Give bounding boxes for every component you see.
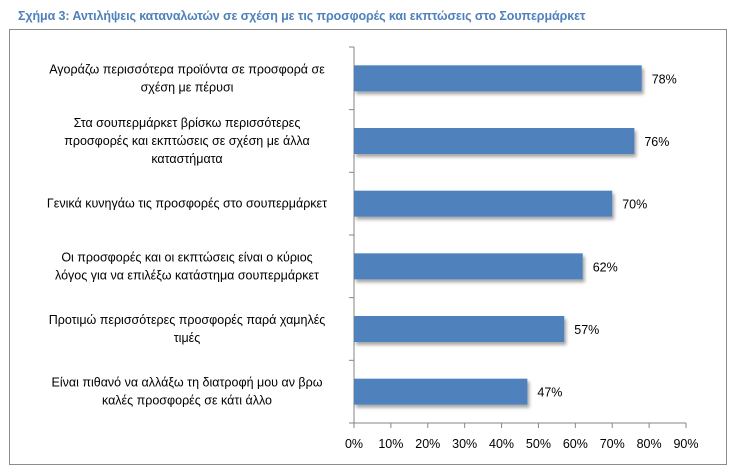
data-label: 70% [622,198,647,212]
chart-frame [9,29,727,465]
category-label: Γενικά κυνηγάω τις προσφορές στο σουπερμ… [47,197,327,211]
x-tick-label: 10% [378,437,403,451]
x-tick-label: 0% [345,437,363,451]
bar [354,190,613,217]
category-label: Οι προσφορές και οι εκπτώσεις είναι ο κύ… [61,250,312,264]
data-label: 76% [644,135,669,149]
x-tick-label: 80% [637,437,662,451]
category-label: καταστήματα [151,152,222,166]
bar [354,65,642,92]
category-label: Στα σουπερμάρκετ βρίσκω περισσότερες [74,116,301,130]
bar [354,128,635,154]
x-tick-label: 60% [563,437,588,451]
x-tick-label: 40% [489,437,514,451]
chart-title: Σχήμα 3: Αντιλήψεις καταναλωτών σε σχέση… [18,9,586,23]
x-tick-label: 20% [415,437,440,451]
data-label: 57% [574,323,599,337]
category-label: Αγοράζω περισσότερα προϊόντα σε προσφορά… [49,62,325,76]
x-tick-label: 70% [600,437,625,451]
data-label: 47% [537,386,562,400]
category-label: λόγος για να επιλέξω κατάστημα σουπερμάρ… [55,268,319,282]
data-label: 62% [593,260,618,274]
x-tick-label: 30% [452,437,477,451]
category-label: προσφορές και εκπτώσεις σε σχέση με άλλα [64,134,310,148]
category-label: τιμές [174,331,201,345]
x-tick-label: 50% [526,437,551,451]
category-label: Είναι πιθανό να αλλάξω τη διατροφή μου α… [52,376,323,390]
data-label: 78% [652,72,677,86]
bar [354,378,528,405]
category-label: σχέση με πέρυσι [141,80,234,94]
bar [354,316,565,342]
bar [354,253,583,280]
category-label: καλές προσφορές σε κάτι άλλο [102,394,272,408]
x-tick-label: 90% [673,437,698,451]
category-label: Προτιμώ περισσότερες προσφορές παρά χαμη… [49,313,326,327]
